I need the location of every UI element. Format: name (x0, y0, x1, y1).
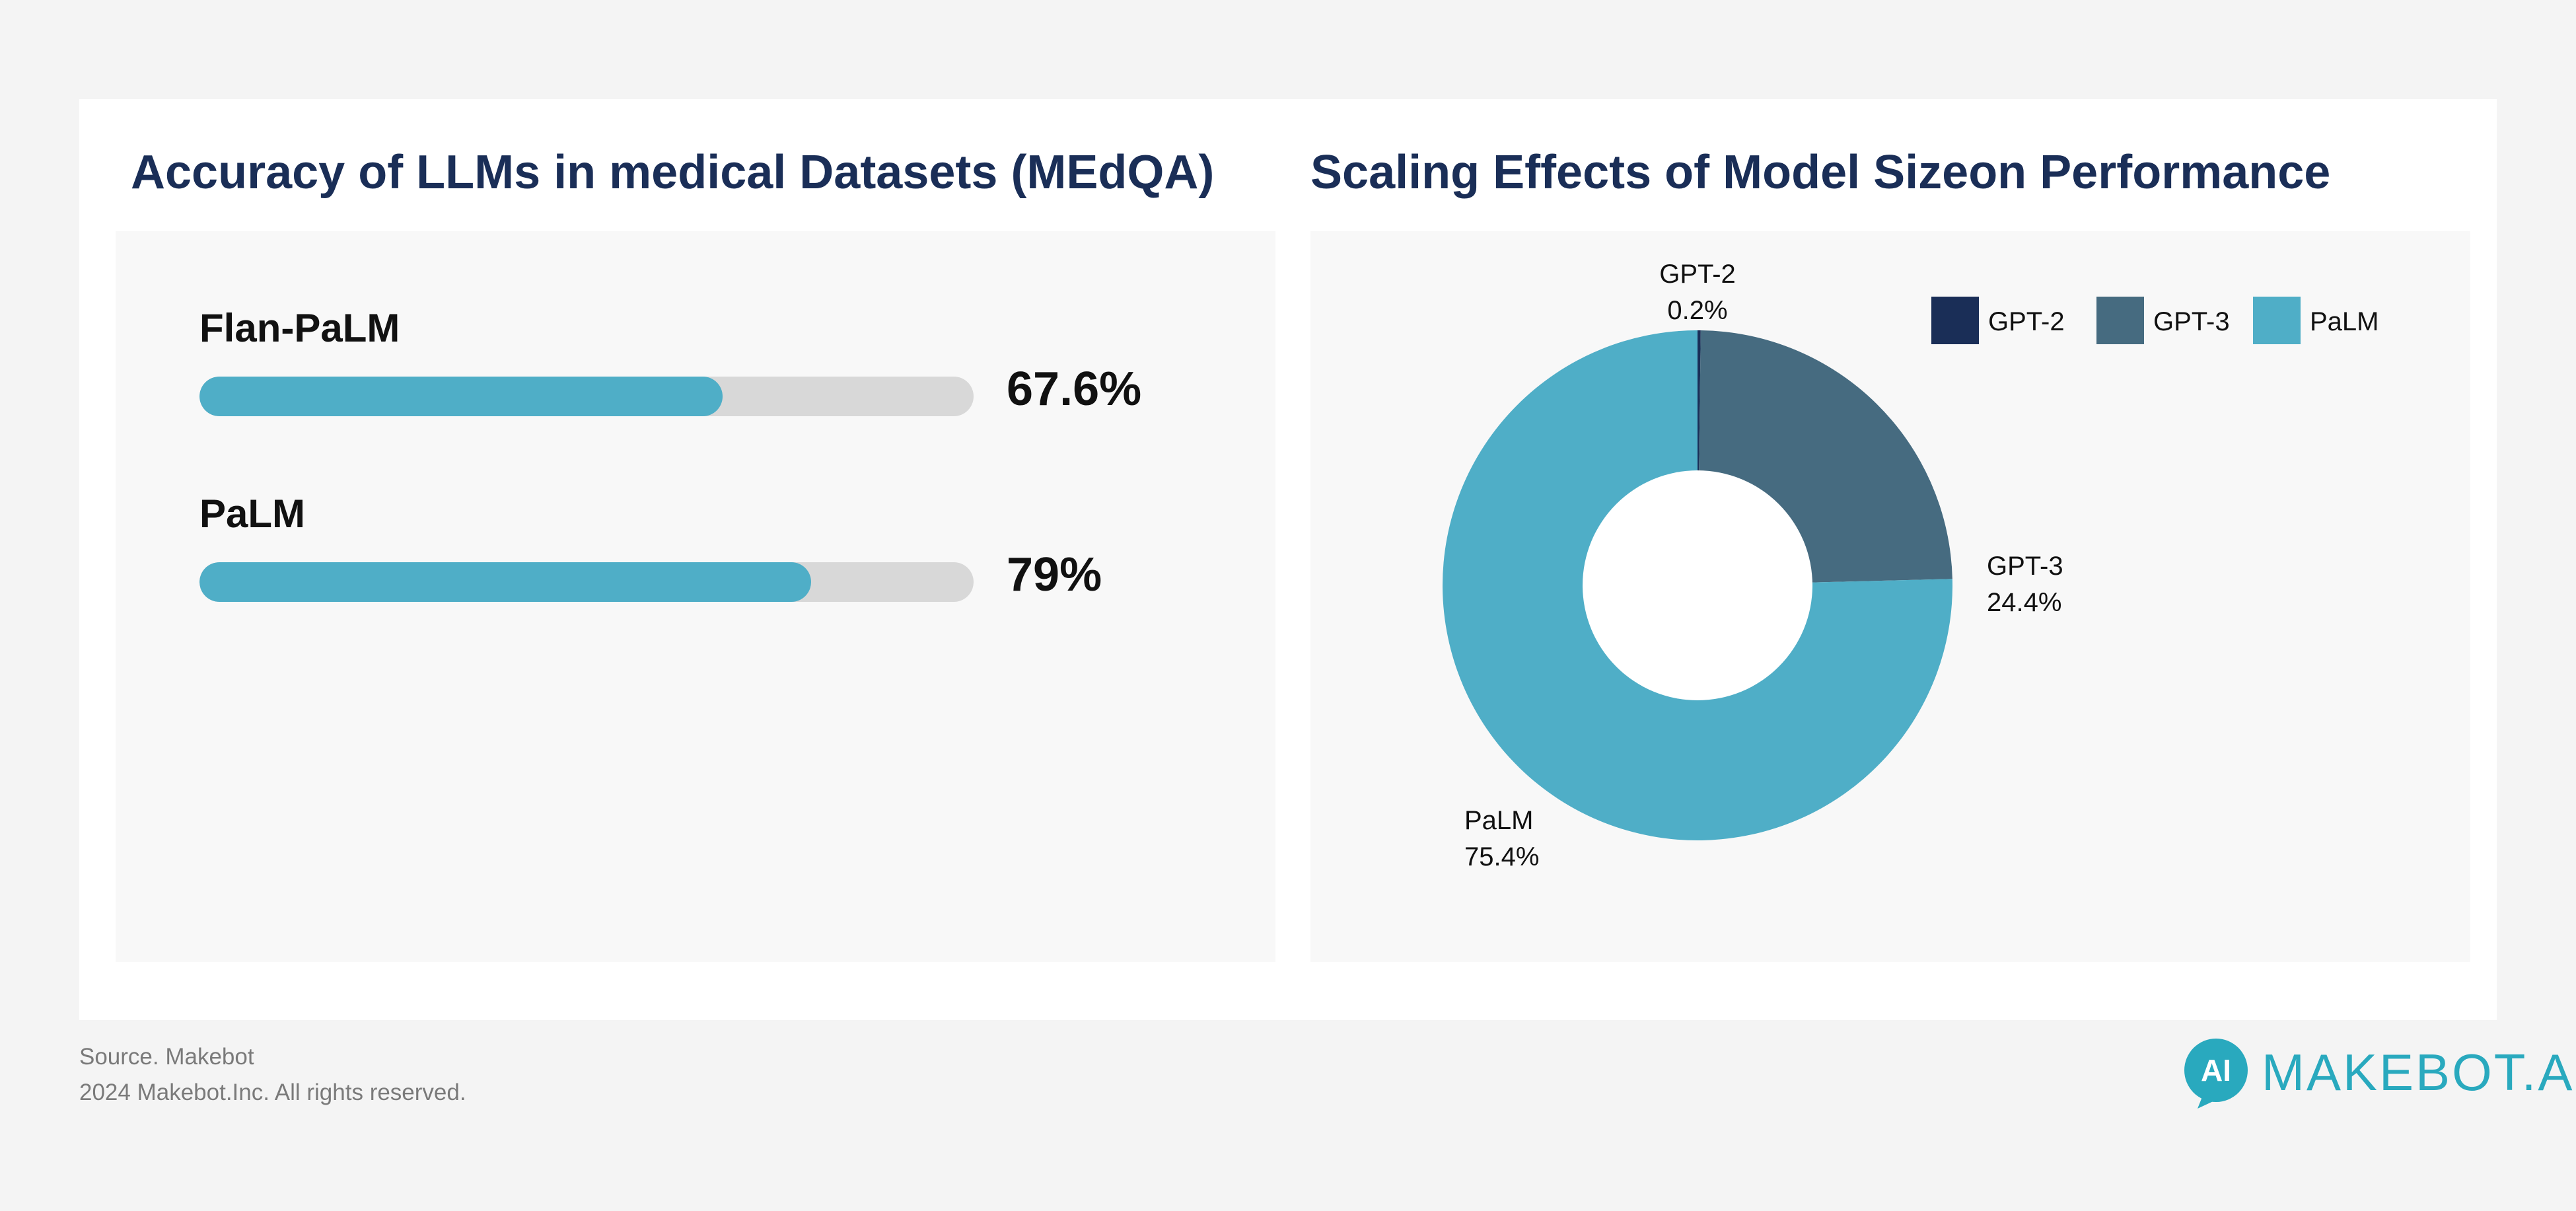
donut-chart-panel: GPT-2 0.2% GPT-3 24.4% PaLM 75.4% GPT-2 … (1310, 231, 2470, 962)
legend-swatch (1931, 297, 1979, 344)
legend-label: GPT-2 (1988, 307, 2065, 336)
donut-hole (1583, 470, 1812, 700)
bar-fill (199, 377, 723, 416)
legend-item-gpt-2: GPT-2 (1931, 297, 2065, 344)
makebot-logo-icon: AI (2184, 1039, 2248, 1109)
slice-label-value: 24.4% (1987, 588, 2061, 617)
legend-item-palm: PaLM (2253, 297, 2379, 344)
slice-label-name: GPT-2 (1659, 260, 1736, 289)
slice-label-gpt-3: GPT-3 24.4% (1987, 552, 2063, 617)
slice-label-value: 75.4% (1464, 842, 1539, 871)
donut-chart: GPT-2 0.2% GPT-3 24.4% PaLM 75.4% GPT-2 … (1443, 260, 2379, 871)
bar-label: PaLM (199, 492, 306, 536)
bar-fill (199, 562, 811, 602)
logo-mark-text: AI (2201, 1053, 2231, 1087)
legend-swatch (2096, 297, 2144, 344)
legend-swatch (2253, 297, 2301, 344)
bar-track (199, 562, 974, 602)
legend-item-gpt-3: GPT-3 (2096, 297, 2230, 344)
content-card: Accuracy of LLMs in medical Datasets (ME… (79, 99, 2497, 1020)
legend-label: GPT-3 (2153, 307, 2230, 336)
bar-chart-panel: Flan-PaLM 67.6% PaLM 79% (116, 231, 1275, 962)
bar-track (199, 377, 974, 416)
slice-label-value: 0.2% (1667, 296, 1727, 325)
slice-label-name: GPT-3 (1987, 552, 2063, 581)
left-chart-title: Accuracy of LLMs in medical Datasets (ME… (131, 146, 1215, 199)
bar-value-label: 67.6% (1007, 363, 1142, 416)
legend-label: PaLM (2310, 307, 2379, 336)
right-chart-title: Scaling Effects of Model Sizeon Performa… (1310, 146, 2331, 199)
copyright-note: 2024 Makebot.Inc. All rights reserved. (79, 1080, 466, 1105)
brand-name: MAKEBOT.AI (2262, 1043, 2576, 1101)
slice-label-name: PaLM (1464, 806, 1534, 835)
slice-label-palm: PaLM 75.4% (1464, 806, 1539, 871)
legend: GPT-2 GPT-3 PaLM (1931, 297, 2379, 344)
slice-label-gpt-2: GPT-2 0.2% (1659, 260, 1736, 325)
bar-label: Flan-PaLM (199, 306, 400, 350)
source-note: Source. Makebot (79, 1044, 254, 1070)
bar-value-label: 79% (1007, 548, 1102, 601)
